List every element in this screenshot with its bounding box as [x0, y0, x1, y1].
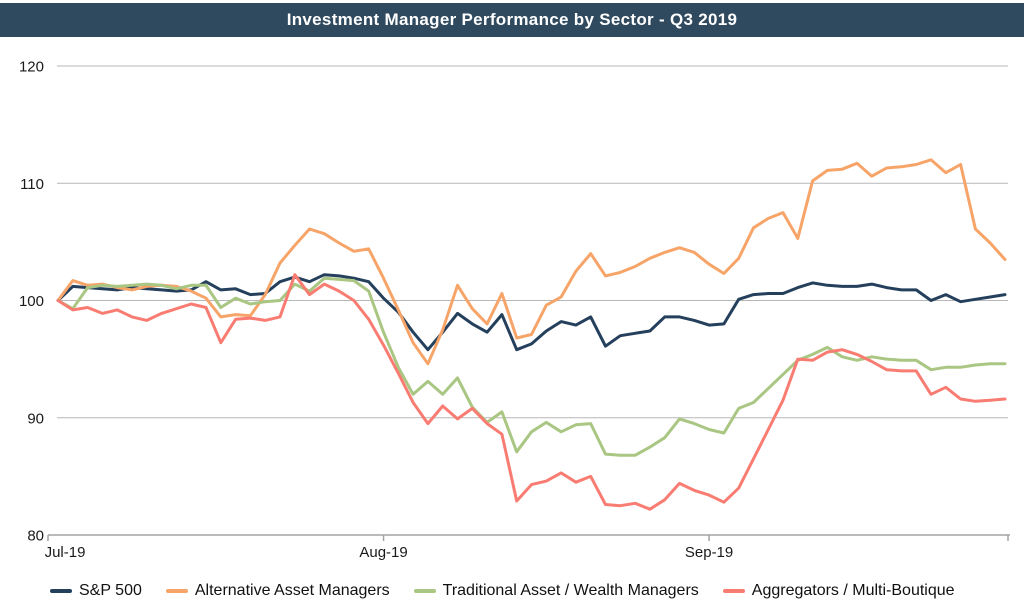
y-axis-tick-label: 100 [19, 293, 44, 310]
y-axis-tick-label: 110 [20, 176, 44, 193]
legend-item-alternative-asset-managers: Alternative Asset Managers [165, 582, 390, 600]
legend-swatch-traditional-asset-wealth-managers [413, 589, 436, 593]
legend-item-s-p-500: S&P 500 [50, 582, 142, 600]
line-chart: 80 90 100 110 120 Jul-19 Aug-19 Sep-19 [19, 59, 1010, 561]
legend-label-aggregators-multi-boutique: Aggregators / Multi-Boutique [751, 582, 955, 599]
series-line-traditional-asset-wealth-managers [56, 276, 1007, 457]
chart-title: Investment Manager Performance by Sector… [286, 10, 738, 29]
legend-item-traditional-asset-wealth-managers: Traditional Asset / Wealth Managers [413, 582, 699, 600]
y-axis-tick-label: 80 [27, 528, 44, 545]
series-line-s-p-500 [56, 273, 1007, 352]
x-axis [47, 534, 1010, 541]
gridlines [57, 65, 1008, 419]
legend-item-aggregators-multi-boutique: Aggregators / Multi-Boutique [722, 582, 955, 600]
legend-label-s-p-500: S&P 500 [79, 582, 142, 599]
y-axis-tick-label: 90 [27, 410, 44, 427]
legend-swatch-aggregators-multi-boutique [722, 589, 745, 593]
series-line-aggregators-multi-boutique [56, 273, 1007, 511]
y-axis-tick-label: 120 [19, 59, 44, 76]
chart-legend: S&P 500 Alternative Asset Managers Traditi… [50, 577, 1010, 605]
x-axis-tick-label-aug-19: Aug-19 [359, 544, 407, 561]
legend-swatch-s-p-500 [50, 589, 72, 593]
legend-swatch-alternative-asset-managers [165, 589, 188, 593]
series-line-alternative-asset-managers [56, 158, 1007, 366]
y-axis-labels: 80 90 100 110 120 [19, 59, 44, 545]
x-axis-labels: Jul-19 Aug-19 Sep-19 [45, 544, 734, 561]
x-axis-tick-label-sep-19: Sep-19 [685, 544, 733, 561]
x-axis-tick-label-jul-19: Jul-19 [45, 544, 86, 561]
chart-title-bar: Investment Manager Performance by Sector… [0, 3, 1024, 37]
chart-area: 80 90 100 110 120 Jul-19 Aug-19 Sep-19 [0, 38, 1024, 616]
legend-label-traditional-asset-wealth-managers: Traditional Asset / Wealth Managers [442, 582, 699, 599]
legend-label-alternative-asset-managers: Alternative Asset Managers [194, 582, 390, 599]
